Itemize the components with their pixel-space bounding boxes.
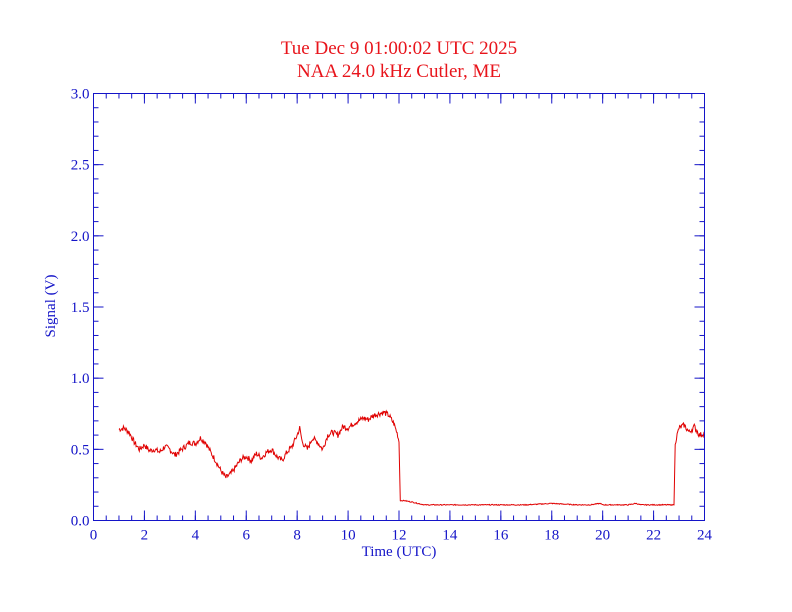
plot-frame [93,93,705,521]
x-tick-label: 14 [442,528,458,544]
tick-labels: 0 2 4 6 8 10 12 14 16 18 20 22 240.00.51.01.52.02.53… [71,87,713,544]
x-tick-label: 18 [544,528,559,544]
x-tick-label: 16 [493,528,509,544]
x-tick-label: 12 [392,528,407,544]
y-tick-label: 0.5 [71,442,90,458]
y-tick-label: 2.0 [71,229,90,245]
chart-title: Tue Dec 9 01:00:02 UTC 2025 [281,38,517,59]
y-axis-label: Signal (V) [43,275,59,338]
y-tick-label: 1.5 [71,300,90,316]
x-tick-label: 8 [293,528,301,544]
x-tick-label: 4 [192,528,200,544]
y-tick-label: 1.0 [71,371,90,387]
x-axis-label: Time (UTC) [362,544,437,560]
chart-subtitle: NAA 24.0 kHz Cutler, ME [297,61,501,82]
x-tick-label: 6 [243,528,251,544]
y-tick-label: 0.0 [71,514,90,530]
x-tick-label: 10 [341,528,356,544]
x-tick-label: 20 [595,528,610,544]
y-tick-label: 2.5 [71,158,90,174]
signal-series-line [118,409,705,507]
x-tick-label: 24 [697,528,713,544]
x-tick-label: 0 [90,528,98,544]
x-tick-label: 2 [141,528,149,544]
y-tick-label: 3.0 [71,87,90,103]
x-tick-label: 22 [646,528,661,544]
